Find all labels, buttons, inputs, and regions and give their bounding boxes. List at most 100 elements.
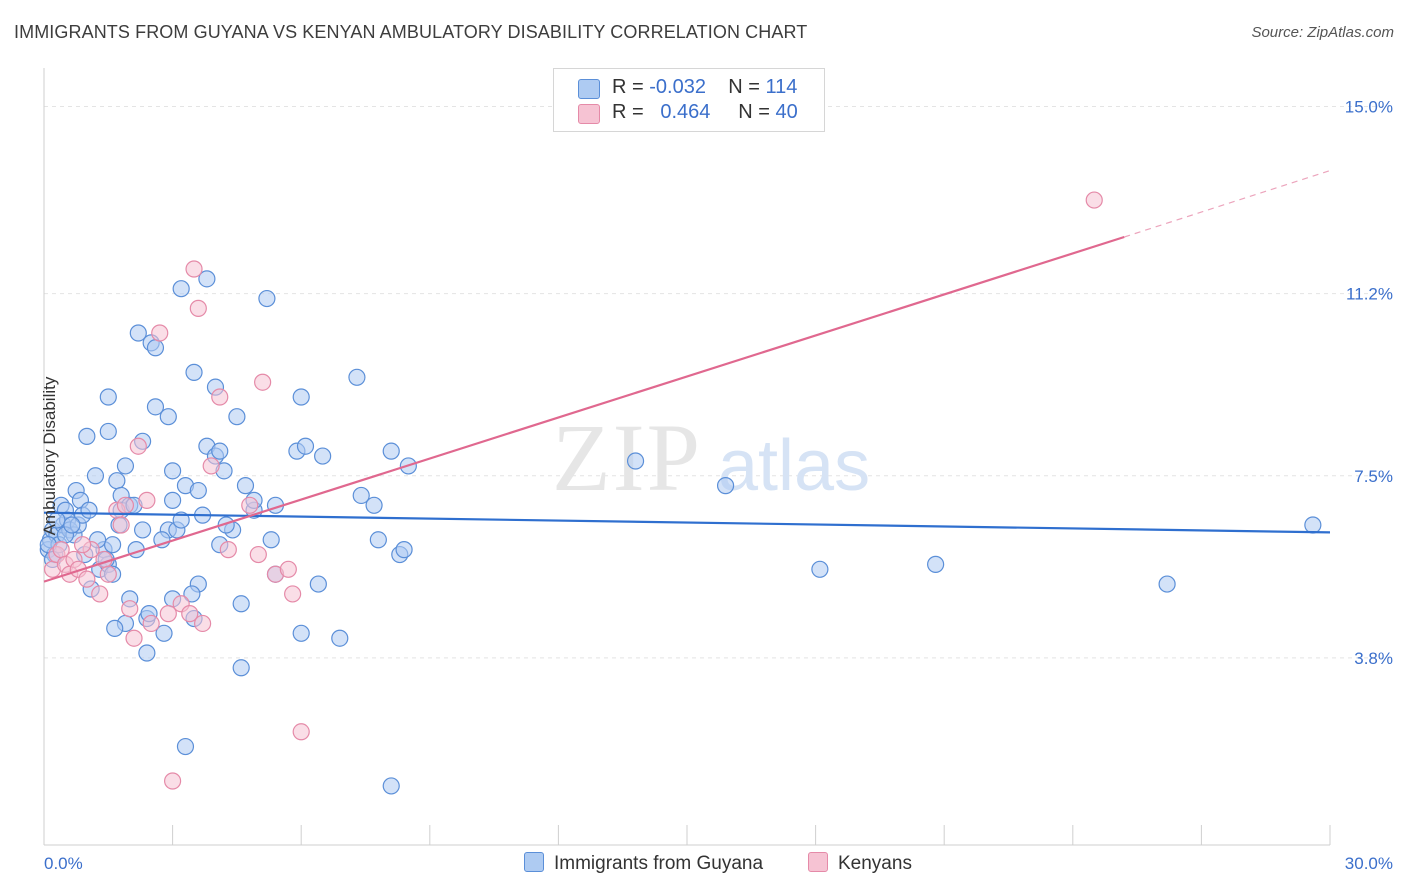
data-point — [348, 368, 366, 386]
data-point — [198, 270, 216, 288]
data-point — [116, 496, 135, 514]
grid-lines — [44, 106, 1390, 659]
y-axis-label: Ambulatory Disability — [40, 376, 59, 536]
bottom-legend-swatch-pink — [808, 852, 828, 872]
data-point — [138, 644, 156, 662]
series-kenyans — [43, 191, 1103, 790]
data-point — [91, 585, 109, 603]
data-point — [189, 481, 207, 500]
data-point — [146, 339, 165, 357]
data-point — [103, 536, 122, 554]
data-point — [211, 388, 229, 406]
data-point — [73, 536, 92, 554]
data-point — [1304, 516, 1322, 534]
axes — [43, 68, 1331, 846]
data-point — [183, 585, 201, 603]
data-point — [125, 629, 143, 647]
data-point — [296, 437, 315, 455]
y-tick-label: 15.0% — [1345, 98, 1393, 117]
data-point — [279, 560, 297, 578]
data-point — [232, 659, 250, 677]
trend-lines — [43, 169, 1331, 583]
data-point — [189, 299, 207, 317]
data-point — [1158, 575, 1176, 593]
bottom-legend-label-guyana: Immigrants from Guyana — [554, 853, 764, 874]
y-tick-label: 3.8% — [1354, 649, 1393, 668]
watermark-zip: ZIP — [552, 404, 702, 511]
data-point — [382, 777, 400, 795]
data-point — [365, 496, 383, 514]
data-point — [1085, 191, 1103, 209]
data-point — [151, 324, 169, 342]
data-point — [142, 614, 160, 633]
data-point — [219, 541, 237, 559]
data-point — [78, 427, 96, 445]
legend-swatch-blue — [578, 79, 600, 99]
data-point — [121, 600, 139, 618]
data-point — [236, 477, 255, 495]
data-point — [241, 496, 259, 514]
data-point — [159, 408, 177, 426]
data-point — [249, 545, 267, 564]
data-point — [164, 772, 182, 790]
data-point — [211, 442, 229, 460]
data-point — [382, 442, 400, 460]
trend-line-kenyans-extension — [1124, 169, 1331, 238]
data-point — [292, 723, 310, 741]
data-point — [172, 280, 190, 298]
data-point — [108, 472, 126, 490]
data-point — [116, 457, 135, 475]
source-label: Source: ZipAtlas.com — [1251, 24, 1394, 41]
data-point — [309, 575, 327, 593]
watermark-atlas: atlas — [718, 426, 870, 506]
data-point — [292, 388, 310, 406]
y-tick-label: 11.2% — [1346, 285, 1393, 304]
bottom-legend-label-kenyans: Kenyans — [838, 853, 912, 874]
data-point — [258, 289, 276, 308]
data-point — [232, 595, 250, 613]
data-point — [395, 541, 413, 559]
legend-n-value: 114 — [765, 76, 798, 98]
data-point — [99, 565, 117, 583]
legend-n-label: N = — [738, 101, 770, 123]
data-point — [202, 457, 220, 475]
trend-line-guyana — [43, 511, 1331, 534]
bottom-legend-kenyans: Kenyans — [808, 852, 912, 875]
data-point — [129, 324, 147, 342]
data-point — [927, 555, 945, 573]
data-point — [228, 408, 246, 426]
data-point — [262, 531, 280, 549]
data-point — [194, 614, 212, 633]
data-point — [626, 452, 645, 470]
legend-n-label: N = — [728, 76, 760, 98]
data-point — [129, 437, 147, 455]
data-point — [716, 477, 735, 495]
legend: R = -0.032 N = 114 R = 0.464 N = 40 — [553, 68, 825, 132]
data-point — [63, 516, 81, 534]
data-point — [172, 511, 190, 529]
x-tick-label-end: 30.0% — [1345, 854, 1393, 873]
data-point — [99, 422, 117, 441]
data-point — [164, 491, 182, 509]
data-point — [164, 462, 182, 480]
bottom-legend-swatch-blue — [524, 852, 544, 872]
y-tick-label: 7.5% — [1354, 467, 1393, 486]
data-point — [86, 467, 105, 485]
data-point — [369, 531, 387, 549]
data-point — [284, 585, 302, 603]
data-point — [112, 516, 130, 534]
data-point — [176, 737, 195, 756]
data-point — [159, 605, 177, 623]
trend-line-kenyans — [43, 235, 1125, 583]
bottom-legend-guyana: Immigrants from Guyana — [524, 852, 763, 875]
data-point — [99, 388, 117, 406]
data-point — [80, 501, 98, 519]
tick-labels: 3.8% 7.5% 11.2% 15.0% 0.0% 30.0% — [44, 98, 1393, 873]
data-point — [138, 491, 156, 509]
data-point — [331, 629, 349, 647]
data-point — [181, 605, 199, 623]
series-guyana — [39, 270, 1322, 795]
data-point — [352, 486, 370, 505]
data-point — [185, 363, 203, 381]
